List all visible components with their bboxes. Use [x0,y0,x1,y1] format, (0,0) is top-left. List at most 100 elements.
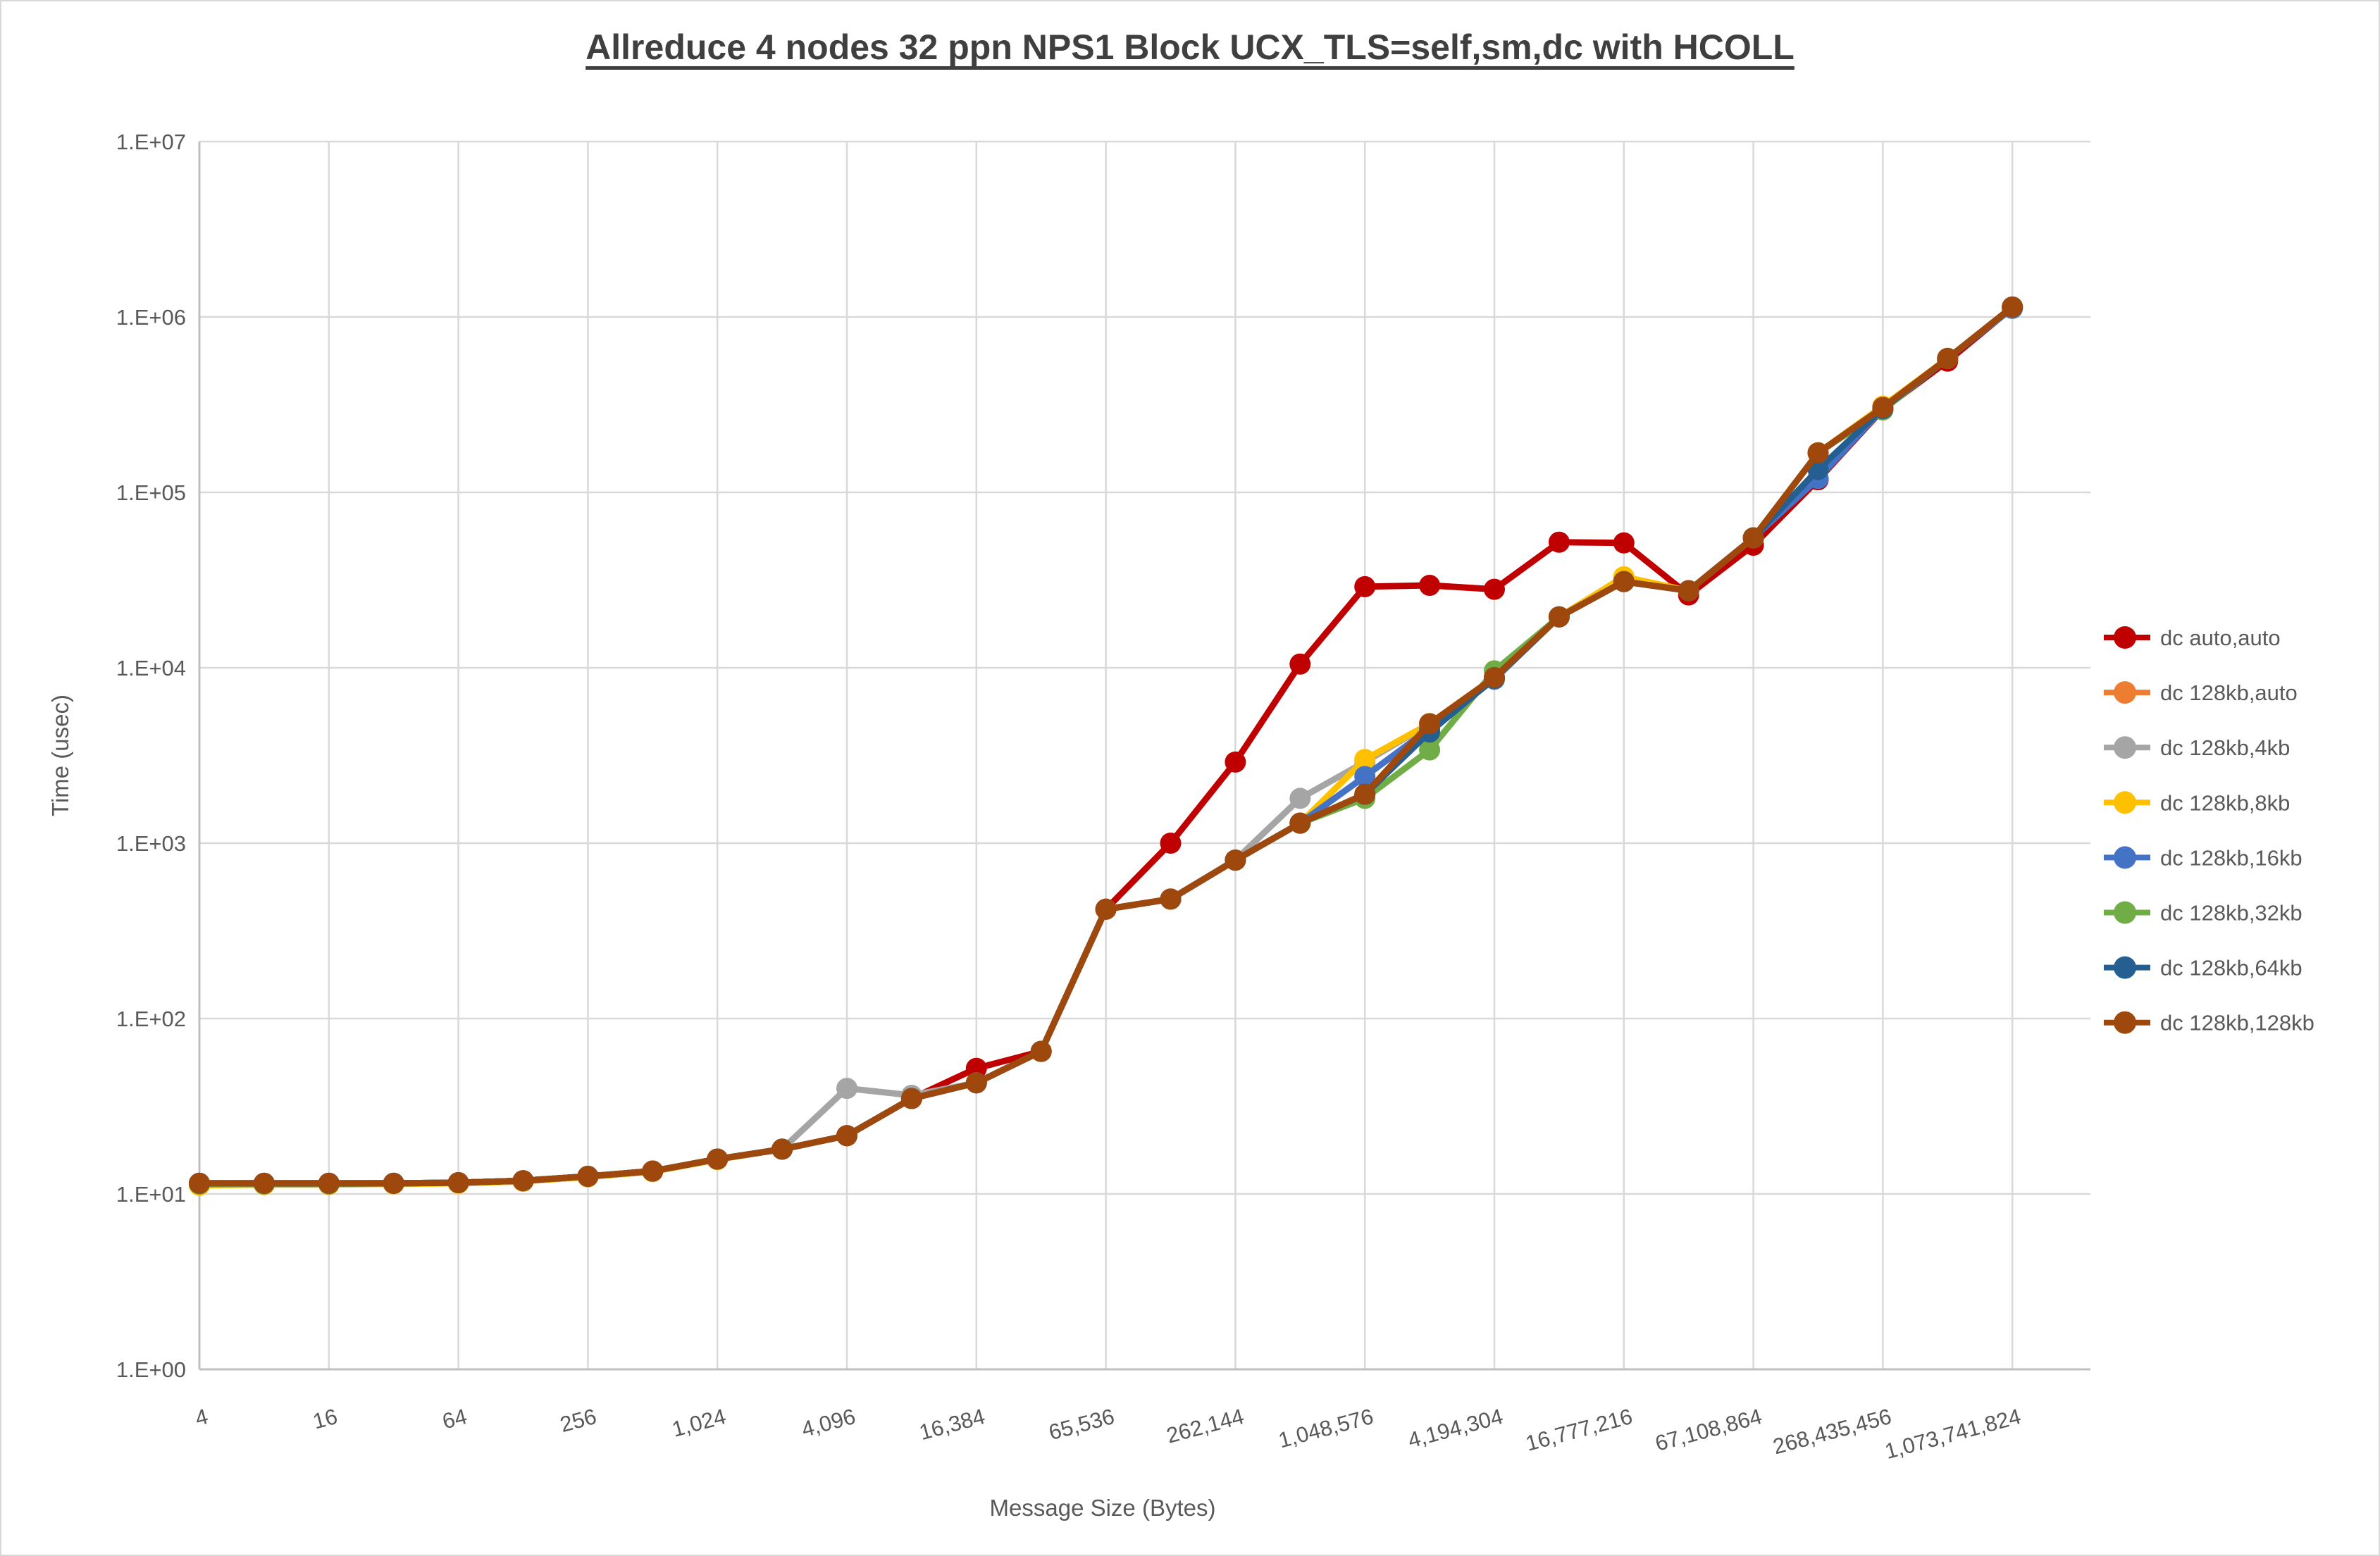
data-point [447,1171,469,1193]
legend-item: dc 128kb,64kb [2104,956,2302,981]
y-tick-label: 1.E+06 [116,305,186,330]
data-point [1289,812,1311,834]
data-point [965,1057,987,1079]
legend-marker-dot [2114,791,2136,814]
data-point [1354,749,1376,771]
data-point [1354,575,1376,597]
legend-label: dc auto,auto [2160,625,2281,650]
x-tick-label: 1,073,741,824 [1882,1404,2023,1464]
data-point [1742,527,1764,549]
data-point [1225,849,1246,871]
data-point [1548,531,1570,553]
data-point [900,1088,922,1109]
x-tick-label: 256 [557,1404,599,1437]
y-tick-label: 1.E+03 [116,831,186,856]
legend-item: dc 128kb,128kb [2104,1011,2314,1035]
data-point [1419,713,1441,735]
legend-item: dc 128kb,8kb [2104,790,2290,815]
data-point [1289,788,1311,809]
y-axis-title: Time (usec) [47,695,73,816]
data-point [1160,833,1182,854]
legend-marker-dot [2114,736,2136,759]
legend-item: dc 128kb,auto [2104,680,2298,705]
axis-lines [198,142,2090,1371]
data-point [1354,783,1376,805]
legend-marker-dot [2114,626,2136,649]
data-point [577,1166,599,1188]
legend-label: dc 128kb,16kb [2160,845,2302,870]
data-point [1419,739,1441,761]
data-point [189,1172,210,1194]
data-point [836,1125,857,1147]
x-tick-label: 1,024 [669,1404,729,1442]
data-point [1548,606,1570,628]
legend-label: dc 128kb,128kb [2160,1011,2314,1035]
data-point [1872,397,1894,418]
legend-item: dc 128kb,16kb [2104,845,2302,870]
data-point [512,1170,534,1192]
data-point [771,1138,793,1160]
legend-item: dc 128kb,4kb [2104,735,2290,760]
x-tick-label: 65,536 [1046,1404,1117,1445]
legend-marker-dot [2114,956,2136,979]
x-tick-label: 16,777,216 [1523,1404,1635,1456]
legend-label: dc 128kb,4kb [2160,735,2290,760]
y-tick-label: 1.E+07 [116,130,186,154]
x-tick-label: 16,384 [917,1404,988,1445]
legend: dc auto,auto dc 128kb,auto dc 128kb,4kb dc … [2104,625,2314,1035]
x-tick-label: 64 [440,1404,469,1434]
data-point [1419,575,1441,597]
data-point [1937,347,1959,369]
data-point [1678,580,1699,602]
data-point [1030,1040,1052,1062]
legend-marker-dot [2114,1011,2136,1034]
data-point [1484,666,1505,688]
legend-item: dc auto,auto [2104,625,2281,650]
data-point [642,1160,664,1182]
data-point [1095,898,1117,920]
legend-item: dc 128kb,32kb [2104,901,2302,926]
x-axis-tick-labels: 4 16 64 256 1,024 4,096 16,384 65,536 262,144 1,0… [192,1404,2023,1464]
y-tick-label: 1.E+01 [116,1182,186,1207]
chart-title: Allreduce 4 nodes 32 ppn NPS1 Block UCX_… [585,27,1795,67]
data-point [253,1172,275,1194]
legend-marker-dot [2114,901,2136,924]
data-point [383,1172,404,1194]
data-point [1807,442,1829,463]
legend-label: dc 128kb,auto [2160,680,2298,705]
legend-marker-dot [2114,846,2136,869]
y-axis-tick-labels: 1.E+00 1.E+01 1.E+02 1.E+03 1.E+04 1.E+05 1.E+… [116,130,186,1382]
data-point [1160,888,1182,910]
data-point [2002,296,2023,318]
data-point [836,1078,857,1100]
data-point [318,1172,340,1194]
y-tick-label: 1.E+02 [116,1007,186,1031]
x-tick-label: 4,194,304 [1406,1404,1506,1453]
x-tick-label: 4,096 [799,1404,858,1442]
x-tick-label: 268,435,456 [1771,1404,1895,1459]
y-tick-label: 1.E+05 [116,480,186,505]
data-point [1484,578,1505,600]
y-tick-label: 1.E+04 [116,656,186,680]
data-point [1354,766,1376,788]
data-point [965,1072,987,1094]
legend-marker-dot [2114,681,2136,704]
x-tick-label: 67,108,864 [1652,1404,1764,1456]
legend-label: dc 128kb,8kb [2160,790,2290,815]
x-tick-label: 4 [192,1404,211,1431]
legend-label: dc 128kb,32kb [2160,901,2302,926]
data-point [1613,571,1635,592]
data-point [1289,653,1311,675]
data-point [707,1148,729,1170]
data-point [1613,532,1635,554]
series-dc-128kb-128kb [189,296,2023,1194]
data-point [1225,751,1246,773]
x-tick-label: 1,048,576 [1276,1404,1376,1453]
y-tick-label: 1.E+00 [116,1357,186,1382]
x-tick-label: 262,144 [1164,1404,1246,1448]
x-axis-title: Message Size (Bytes) [990,1495,1216,1521]
legend-label: dc 128kb,64kb [2160,956,2302,981]
x-tick-label: 16 [310,1404,340,1434]
